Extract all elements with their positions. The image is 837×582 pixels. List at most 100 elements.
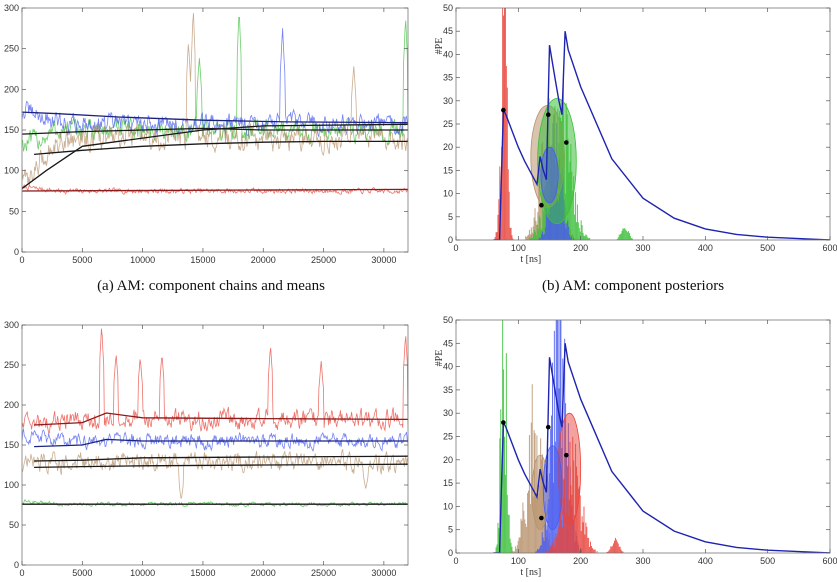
hist-bar-tan [538, 169, 540, 240]
hist-bar-red [511, 235, 513, 240]
hist-bar-red [587, 537, 589, 553]
peak-dot [545, 424, 551, 430]
y-tick-label: 25 [443, 119, 453, 129]
hist-tail-green [629, 236, 631, 240]
hist-bar-green [580, 220, 582, 240]
hist-tail-red [610, 546, 612, 553]
hist-bar-green [496, 544, 498, 553]
hist-bar-red [503, 8, 505, 240]
hist-bar-green [542, 192, 544, 240]
hist-bar-red [593, 549, 595, 553]
hist-tail-red [616, 541, 618, 553]
hist-bar-tan [520, 518, 522, 553]
x-tick-label: 500 [760, 556, 775, 566]
y-tick-label: 150 [4, 125, 19, 135]
y-tick-label: 50 [443, 315, 453, 325]
hist-bar-blue [537, 549, 539, 553]
y-axis-label: #PE [434, 350, 445, 367]
hist-bar-green [504, 474, 506, 553]
hist-bar-tan [519, 537, 521, 553]
model-curve [493, 343, 830, 553]
hist-bar-green [574, 214, 576, 240]
hist-tail-red [617, 543, 619, 553]
hist-bar-blue [540, 544, 542, 553]
hist-bar-red [496, 232, 498, 240]
hist-tail-red [614, 540, 616, 553]
y-tick-label: 300 [4, 3, 19, 13]
hist-bar-blue [548, 214, 550, 240]
hist-bar-green [506, 494, 508, 553]
hist-tail-red [619, 546, 621, 553]
hist-bar-red [561, 526, 563, 553]
hist-bar-green [578, 227, 580, 240]
x-tick-label: 10000 [130, 255, 155, 265]
y-tick-label: 20 [443, 142, 453, 152]
hist-bar-blue [540, 238, 542, 240]
hist-bar-green [534, 231, 536, 240]
hist-bar-red [549, 548, 551, 553]
running-mean-0 [34, 140, 408, 156]
y-tick-label: 200 [4, 400, 19, 410]
hist-bar-tan [522, 502, 524, 553]
hist-bar-blue [541, 233, 543, 240]
hist-bar-red [580, 530, 582, 553]
hist-tail-green [618, 235, 620, 240]
chain-red [22, 328, 408, 434]
hist-bar-blue [542, 234, 544, 240]
y-tick-label: 10 [443, 189, 453, 199]
y-tick-label: 100 [4, 166, 19, 176]
hist-bar-tan [530, 227, 532, 240]
x-tick-label: 0 [19, 568, 24, 578]
x-tick-label: 300 [635, 243, 650, 253]
chain-blue [22, 28, 408, 139]
x-tick-label: 5000 [72, 255, 92, 265]
x-tick-label: 15000 [190, 568, 215, 578]
hist-bar-green [539, 217, 541, 240]
y-tick-label: 40 [443, 362, 453, 372]
hist-bar-green [571, 171, 573, 240]
hist-bar-green [503, 436, 505, 553]
hist-bar-green [583, 235, 585, 240]
hist-tail-green [627, 232, 629, 240]
hist-bar-blue [546, 216, 548, 240]
hist-tail-green [619, 234, 621, 240]
posterior-ellipse-blue [540, 146, 559, 204]
hist-bar-red [494, 237, 496, 240]
peak-dot [564, 140, 569, 145]
hist-bar-red [581, 516, 583, 553]
hist-bar-red [591, 547, 593, 553]
hist-bar-green [501, 492, 503, 553]
hist-bar-red [501, 146, 503, 240]
y-tick-label: 100 [4, 480, 19, 490]
hist-bar-blue [547, 504, 549, 553]
hist-bar-green [507, 514, 509, 553]
x-axis-label: t [ns] [520, 254, 541, 265]
hist-bar-green [579, 231, 581, 240]
hist-tail-red [622, 551, 624, 553]
hist-tail-green [620, 233, 622, 240]
x-tick-label: 30000 [371, 568, 396, 578]
peak-dot [564, 452, 569, 458]
x-tick-label: 400 [698, 243, 713, 253]
plot-frame [455, 319, 831, 554]
hist-tail-red [607, 551, 609, 553]
hist-bar-red [579, 495, 581, 553]
hist-bar-blue [539, 545, 541, 553]
hist-bar-red [560, 498, 562, 553]
hist-bar-blue [568, 226, 570, 240]
hist-bar-green [508, 514, 510, 553]
hist-bar-blue [546, 529, 548, 553]
hist-bar-blue [538, 548, 540, 553]
y-tick-label: 150 [4, 440, 19, 450]
y-tick-label: 250 [4, 44, 19, 54]
y-tick-label: 45 [443, 26, 453, 36]
hist-tail-red [618, 546, 620, 553]
hist-bar-red [512, 238, 514, 240]
x-tick-label: 20000 [251, 255, 276, 265]
y-tick-label: 35 [443, 385, 453, 395]
hist-bar-red [584, 534, 586, 553]
y-tick-label: 15 [443, 478, 453, 488]
hist-bar-red [505, 65, 507, 240]
hist-bar-red [498, 199, 500, 240]
